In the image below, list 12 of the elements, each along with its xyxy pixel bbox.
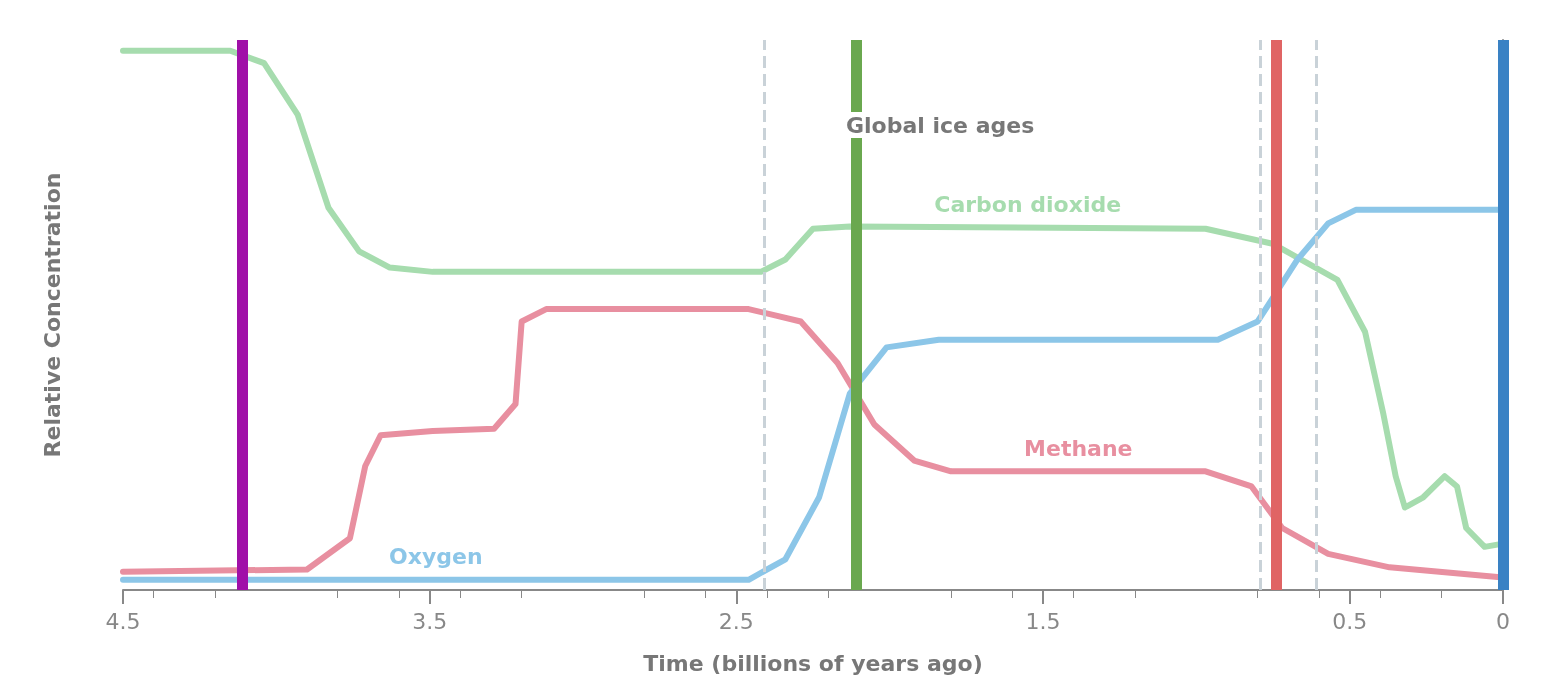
x-tick-label: 1.5: [1025, 608, 1061, 634]
annotation: Global ice ages: [846, 112, 1035, 138]
x-tick-label: 3.5: [412, 608, 448, 634]
x-tick-label: 4.5: [105, 608, 141, 634]
series-label: Methane: [1024, 435, 1133, 461]
x-tick-label: 0: [1496, 608, 1510, 634]
x-tick-label: 0.5: [1332, 608, 1368, 634]
x-axis-title: Time (billions of years ago): [643, 650, 983, 676]
x-tick-label: 2.5: [718, 608, 754, 634]
y-axis-title: Relative Concentration: [39, 172, 65, 458]
series-label: Oxygen: [389, 544, 483, 570]
series-label: Carbon dioxide: [934, 192, 1122, 218]
